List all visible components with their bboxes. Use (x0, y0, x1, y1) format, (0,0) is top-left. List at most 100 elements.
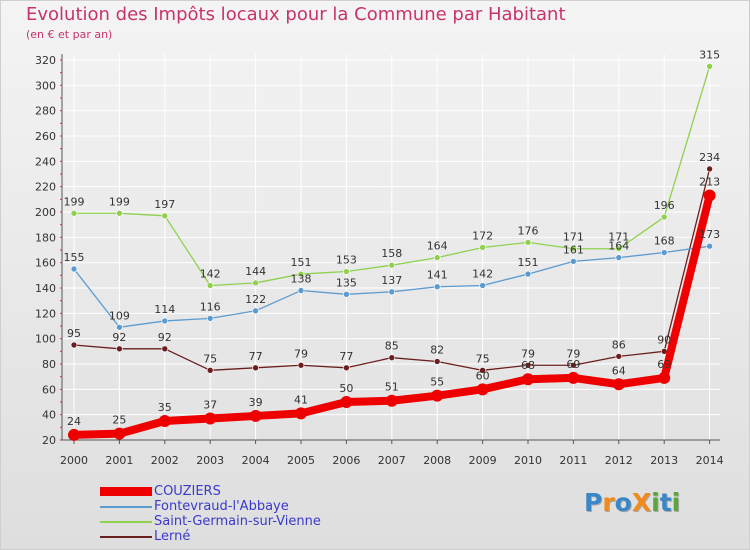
data-label-fontevraud-l-abbaye: 122 (245, 293, 266, 306)
x-tick-label: 2010 (514, 454, 542, 467)
data-point-lern- (206, 367, 214, 374)
data-point-fontevraud-l-abbaye (660, 249, 668, 256)
data-point-saint-germain-sur-vienne (433, 254, 441, 261)
data-point-lern- (570, 361, 577, 369)
data-point-couziers (567, 371, 580, 384)
data-point-lern- (343, 364, 350, 372)
legend-label-saint-germain: Saint-Germain-sur-Vienne (154, 514, 321, 529)
data-label-saint-germain-sur-vienne: 151 (291, 256, 312, 269)
y-tick-label: 160 (35, 257, 56, 270)
data-label-saint-germain-sur-vienne: 144 (245, 265, 266, 278)
legend-item-fontevraud: Fontevraud-l'Abbaye (100, 499, 321, 514)
data-label-saint-germain-sur-vienne: 164 (427, 240, 448, 253)
x-tick-label: 2002 (151, 454, 179, 467)
data-point-fontevraud-l-abbaye (161, 317, 169, 325)
x-tick-label: 2014 (696, 454, 724, 467)
legend-swatch-fontevraud (100, 505, 152, 508)
data-label-couziers: 213 (699, 176, 720, 189)
data-point-saint-germain-sur-vienne (252, 279, 259, 287)
data-point-saint-germain-sur-vienne (570, 245, 577, 253)
legend-swatch-saint-germain (100, 520, 152, 523)
data-point-fontevraud-l-abbaye (343, 291, 350, 298)
data-point-saint-germain-sur-vienne (116, 209, 123, 217)
data-label-saint-germain-sur-vienne: 199 (64, 195, 85, 208)
data-point-couziers (68, 428, 80, 441)
data-label-couziers: 25 (112, 414, 126, 427)
y-tick-label: 220 (35, 181, 56, 194)
data-label-saint-germain-sur-vienne: 199 (109, 195, 130, 208)
data-point-saint-germain-sur-vienne (206, 282, 214, 289)
y-tick-label: 80 (42, 358, 56, 371)
logo-letter: i (671, 488, 681, 517)
logo-letter: r (602, 488, 615, 517)
y-tick-label: 120 (35, 307, 56, 320)
x-tick-label: 2008 (423, 454, 451, 467)
data-label-fontevraud-l-abbaye: 155 (64, 251, 85, 264)
x-tick-label: 2004 (242, 454, 270, 467)
legend: COUZIERS Fontevraud-l'Abbaye Saint-Germa… (100, 484, 321, 544)
x-tick-label: 2003 (196, 454, 224, 467)
data-point-fontevraud-l-abbaye (433, 283, 441, 291)
data-label-lern-: 75 (203, 352, 217, 365)
data-point-lern- (70, 341, 78, 349)
data-label-saint-germain-sur-vienne: 196 (654, 199, 675, 212)
data-label-lern-: 90 (657, 333, 671, 346)
data-label-lern-: 77 (339, 350, 353, 363)
data-point-lern- (433, 358, 441, 365)
data-label-fontevraud-l-abbaye: 138 (291, 273, 312, 286)
data-point-saint-germain-sur-vienne (161, 212, 169, 220)
x-tick-label: 2007 (378, 454, 406, 467)
y-tick-label: 200 (35, 206, 56, 219)
data-label-saint-germain-sur-vienne: 142 (200, 267, 221, 280)
data-point-couziers (295, 407, 307, 420)
logo-letter: o (614, 488, 632, 517)
data-point-couziers (158, 415, 171, 427)
y-tick-label: 60 (42, 383, 56, 396)
data-label-couziers: 55 (430, 376, 444, 389)
legend-item-lerne: Lerné (100, 529, 321, 544)
data-label-fontevraud-l-abbaye: 161 (563, 243, 584, 256)
x-tick-label: 2012 (605, 454, 633, 467)
data-point-fontevraud-l-abbaye (70, 265, 78, 273)
data-label-lern-: 82 (430, 343, 444, 356)
data-label-fontevraud-l-abbaye: 168 (654, 235, 675, 248)
data-label-saint-germain-sur-vienne: 171 (608, 231, 629, 244)
data-point-fontevraud-l-abbaye (116, 323, 123, 331)
legend-item-saint-germain: Saint-Germain-sur-Vienne (100, 514, 321, 529)
x-tick-label: 2011 (559, 454, 587, 467)
data-label-fontevraud-l-abbaye: 151 (518, 256, 539, 269)
data-label-fontevraud-l-abbaye: 141 (427, 269, 448, 282)
chart-title: Evolution des Impôts locaux pour la Comm… (26, 4, 566, 25)
data-label-lern-: 92 (158, 331, 172, 344)
data-point-fontevraud-l-abbaye (388, 288, 396, 296)
data-label-fontevraud-l-abbaye: 116 (200, 300, 221, 313)
data-label-saint-germain-sur-vienne: 315 (699, 48, 720, 61)
data-label-fontevraud-l-abbaye: 164 (608, 240, 629, 253)
data-label-couziers: 24 (67, 415, 81, 428)
data-point-couziers (431, 389, 444, 402)
data-label-couziers: 35 (158, 401, 172, 414)
axes: 20 40 60 80 100 120 140 160 180 200 220 240 260 280 30… (35, 54, 724, 467)
data-label-fontevraud-l-abbaye: 173 (699, 228, 720, 241)
y-tick-label: 180 (35, 231, 56, 244)
data-label-couziers: 39 (249, 396, 263, 409)
data-point-fontevraud-l-abbaye (706, 242, 713, 250)
data-point-lern- (706, 165, 713, 173)
data-label-lern-: 234 (699, 151, 720, 164)
data-label-couziers: 69 (657, 358, 671, 371)
data-label-couziers: 69 (566, 358, 580, 371)
data-labels: 95 92 92 75 77 79 77 85 82 75 79 79 86 90 234 199 199 197… (64, 48, 721, 428)
data-point-couziers (204, 412, 217, 425)
data-label-couziers: 41 (294, 393, 308, 406)
data-point-lern- (252, 364, 259, 372)
data-point-saint-germain-sur-vienne (70, 209, 78, 217)
data-point-saint-germain-sur-vienne (706, 63, 713, 70)
chart-subtitle: (en € et par an) (26, 28, 113, 41)
data-label-lern-: 79 (294, 347, 308, 360)
x-tick-label: 2013 (650, 454, 678, 467)
data-point-lern- (297, 361, 305, 369)
x-tick-label: 2005 (287, 454, 315, 467)
data-label-saint-germain-sur-vienne: 197 (154, 198, 175, 211)
